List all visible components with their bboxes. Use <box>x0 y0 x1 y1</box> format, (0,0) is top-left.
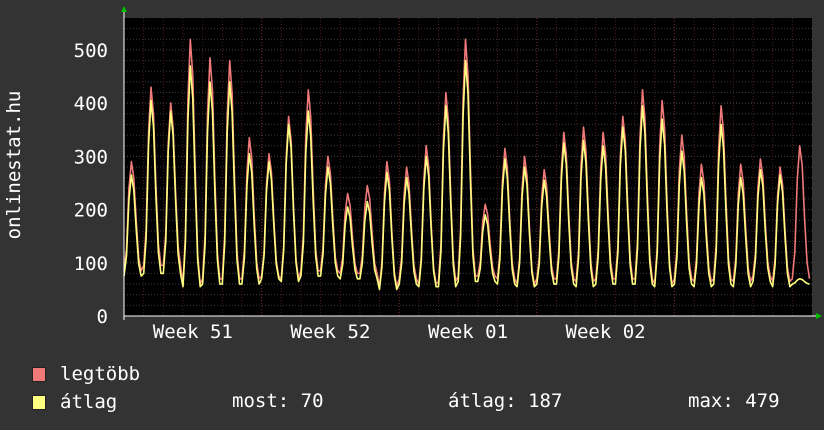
y-tick-label: 300 <box>74 146 108 168</box>
y-tick-labels: 0 100 200 300 400 500 <box>74 40 108 328</box>
series-lines <box>123 38 811 291</box>
legend-avg: átlag <box>32 391 118 413</box>
legend-avg-label: átlag <box>60 391 118 413</box>
x-tick-label: Week 52 <box>290 321 370 343</box>
stat-max: max: 479 <box>688 390 780 412</box>
series-line-avg <box>123 59 810 291</box>
y-axis-arrow <box>121 6 127 12</box>
stat-avg: átlag: 187 <box>448 390 563 412</box>
x-tick-label: Week 51 <box>153 321 233 343</box>
y-tick-label: 0 <box>97 306 108 328</box>
y-tick-label: 100 <box>74 253 108 275</box>
stat-now: most: 70 <box>232 390 324 412</box>
x-axis-arrow <box>816 313 822 319</box>
x-tick-labels: Week 51 Week 52 Week 01 Week 02 <box>153 321 646 343</box>
legend-max: legtöbb <box>32 363 141 385</box>
y-tick-label: 500 <box>74 40 108 62</box>
x-tick-label: Week 01 <box>428 321 508 343</box>
y-axis-label: onlinestat.hu <box>3 91 25 240</box>
axes <box>121 6 822 320</box>
legend-max-label: legtöbb <box>60 363 141 385</box>
legend-avg-swatch <box>32 394 46 410</box>
y-tick-label: 400 <box>74 93 108 115</box>
y-tick-label: 200 <box>74 200 108 222</box>
legend-max-swatch <box>32 366 46 382</box>
x-tick-label: Week 02 <box>566 321 646 343</box>
